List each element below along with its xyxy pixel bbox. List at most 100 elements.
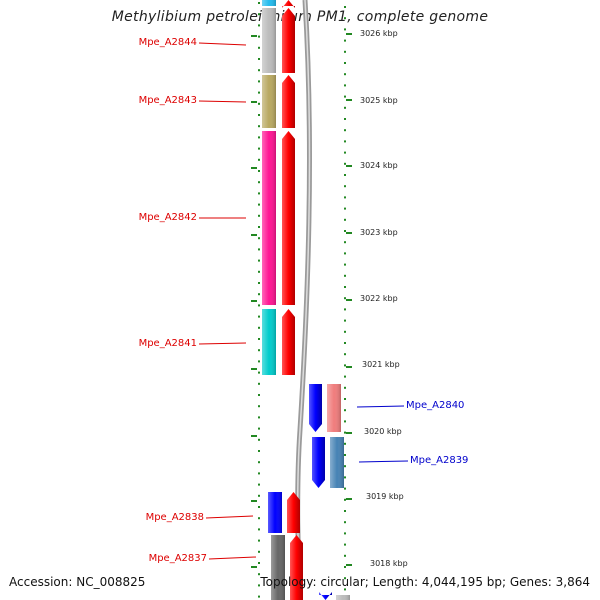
minor-tick: [258, 270, 260, 273]
gene-label[interactable]: Mpe_A2839: [410, 455, 468, 466]
position-tick-label: 3020 kbp: [364, 427, 402, 436]
major-tick: [251, 435, 257, 437]
minor-tick: [258, 203, 260, 206]
minor-tick: [258, 483, 260, 486]
minor-tick: [344, 230, 346, 232]
minor-tick: [258, 293, 260, 296]
minor-tick: [344, 118, 346, 120]
gene-label-leader: [198, 100, 247, 103]
minor-tick: [258, 394, 260, 396]
cog-bar-shading: [262, 309, 276, 375]
minor-tick: [344, 241, 346, 244]
minor-tick: [344, 174, 346, 176]
minor-tick: [258, 13, 260, 16]
gene-labels: Mpe_A2844 Mpe_A2843 Mpe_A2842 Mpe_A2841 Mpe_…: [139, 37, 469, 564]
major-tick: [346, 366, 352, 368]
major-tick: [251, 566, 257, 568]
minor-tick: [344, 84, 346, 87]
minor-tick: [344, 185, 346, 188]
minor-tick: [344, 274, 346, 277]
minor-tick: [258, 170, 260, 172]
reverse-gene-arrow[interactable]: [319, 592, 332, 600]
minor-tick: [258, 438, 260, 441]
minor-tick: [344, 420, 346, 423]
minor-tick: [344, 566, 346, 568]
cog-bar-shading: [262, 75, 276, 128]
genome-title: Methylibium petroleiphilum PM1, complete…: [111, 9, 489, 25]
minor-tick: [258, 315, 260, 318]
forward-gene-arrow[interactable]: [282, 75, 295, 128]
position-tick-label: 3019 kbp: [366, 492, 404, 501]
minor-tick: [258, 226, 260, 228]
major-tick: [251, 167, 257, 169]
minor-tick: [258, 472, 260, 475]
minor-tick: [258, 192, 260, 195]
minor-tick: [344, 50, 346, 53]
minor-tick: [258, 349, 260, 352]
forward-gene-arrow[interactable]: [282, 0, 295, 8]
left-tick-marks: [251, 2, 260, 598]
minor-tick: [344, 487, 346, 490]
minor-tick: [258, 584, 260, 587]
reverse-gene-arrow[interactable]: [309, 384, 322, 432]
gene-label[interactable]: Mpe_A2842: [139, 212, 197, 223]
minor-tick: [344, 330, 346, 333]
gene-label[interactable]: Mpe_A2837: [149, 553, 207, 564]
minor-tick: [258, 237, 260, 240]
major-tick: [346, 165, 352, 167]
minor-tick: [344, 162, 346, 165]
minor-tick: [344, 106, 346, 109]
position-tick-label: 3024 kbp: [360, 161, 398, 170]
cog-bar-shading: [336, 595, 350, 600]
cog-bar-shading: [262, 8, 276, 73]
minor-tick: [344, 95, 346, 98]
minor-tick: [258, 506, 260, 508]
gene-label-leader: [356, 405, 405, 408]
minor-tick: [258, 461, 260, 464]
gene-label[interactable]: Mpe_A2843: [139, 95, 197, 106]
minor-tick: [344, 375, 346, 378]
position-labels: 3026 kbp 3025 kbp 3024 kbp 3023 kbp 3022 kbp…: [360, 29, 408, 568]
position-tick-label: 3021 kbp: [362, 360, 400, 369]
minor-tick: [258, 125, 260, 128]
minor-tick: [344, 398, 346, 400]
gene-label-leader: [198, 342, 247, 345]
gene-features: [262, 0, 350, 600]
forward-gene-arrow[interactable]: [290, 535, 303, 600]
minor-tick: [344, 577, 346, 580]
minor-tick: [344, 386, 346, 389]
major-tick: [346, 99, 352, 101]
minor-tick: [258, 539, 260, 542]
minor-tick: [258, 248, 260, 251]
minor-tick: [344, 28, 346, 31]
minor-tick: [344, 39, 346, 42]
gene-label[interactable]: Mpe_A2844: [139, 37, 197, 48]
forward-gene-arrow[interactable]: [287, 492, 300, 533]
major-tick: [251, 368, 257, 370]
gene-label[interactable]: Mpe_A2840: [406, 400, 464, 411]
gene-label[interactable]: Mpe_A2838: [146, 512, 204, 523]
minor-tick: [258, 80, 260, 83]
cog-bar-shading: [327, 384, 341, 432]
minor-tick: [344, 207, 346, 210]
minor-tick: [344, 319, 346, 322]
position-tick-label: 3023 kbp: [360, 228, 398, 237]
minor-tick: [258, 528, 260, 531]
minor-tick: [344, 297, 346, 300]
gene-label[interactable]: Mpe_A2841: [139, 338, 197, 349]
minor-tick: [258, 382, 260, 385]
minor-tick: [258, 371, 260, 374]
right-tick-marks: [344, 6, 352, 600]
major-tick: [251, 101, 257, 103]
gene-label-leader: [358, 460, 409, 463]
reverse-gene-arrow[interactable]: [312, 437, 325, 488]
major-tick: [251, 35, 257, 37]
minor-tick: [344, 554, 346, 557]
forward-gene-arrow[interactable]: [282, 131, 295, 305]
forward-gene-arrow[interactable]: [282, 8, 295, 73]
minor-tick: [344, 308, 346, 311]
minor-tick: [258, 450, 260, 452]
minor-tick: [258, 158, 260, 161]
forward-gene-arrow[interactable]: [282, 309, 295, 375]
